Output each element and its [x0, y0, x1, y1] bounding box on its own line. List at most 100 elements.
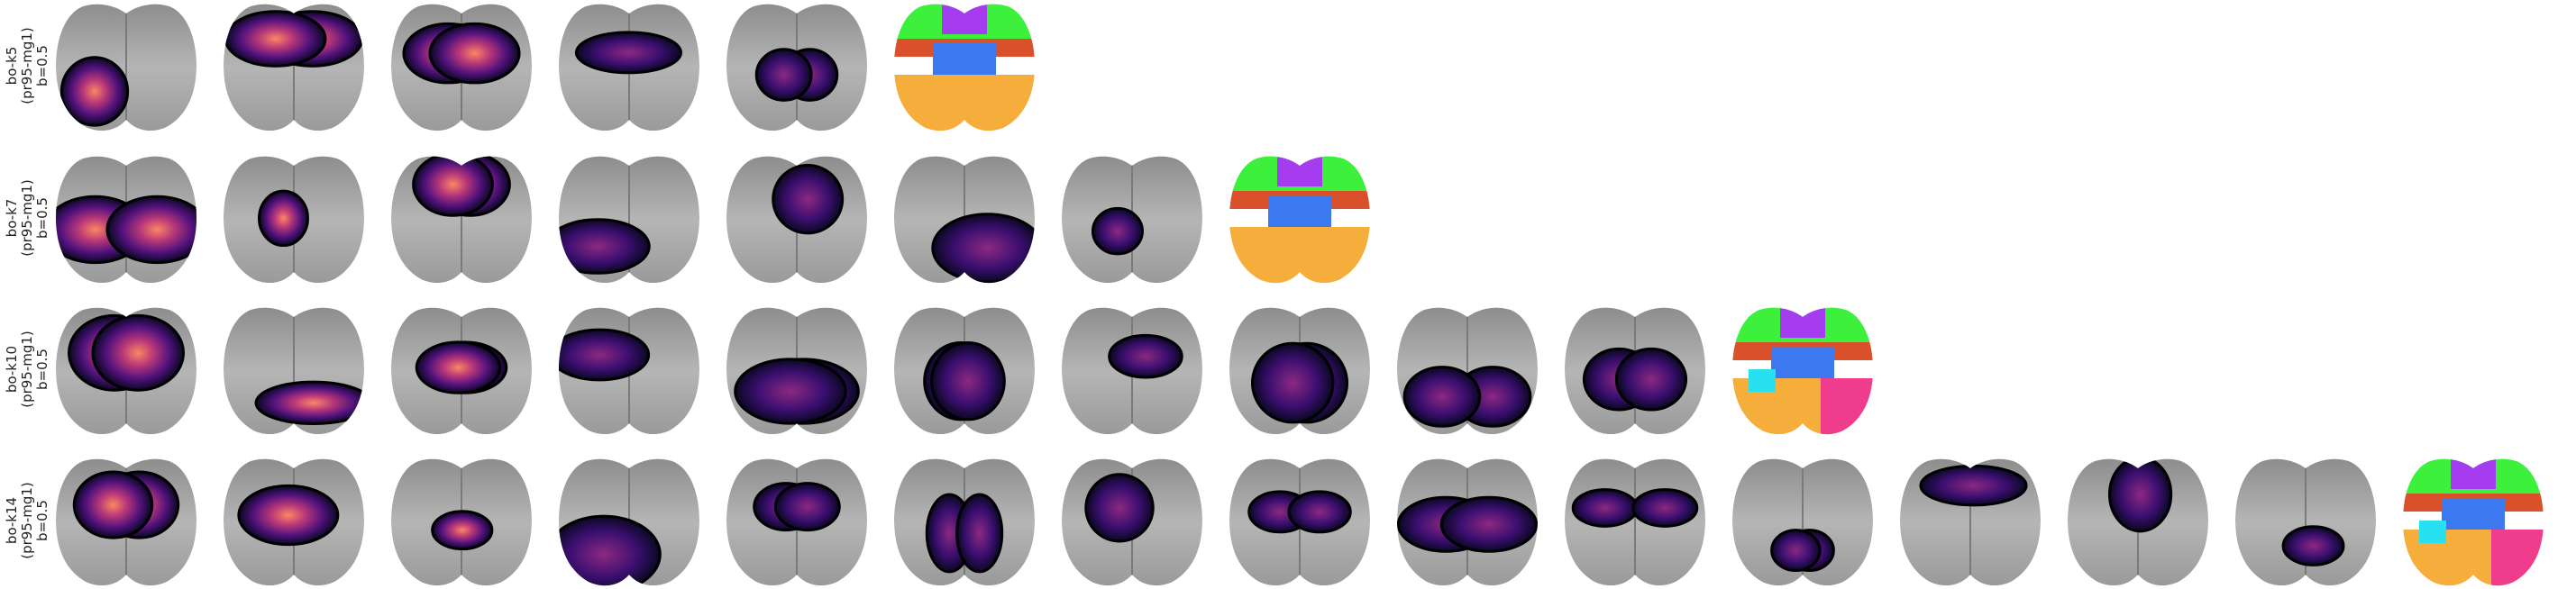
- activation: [734, 358, 847, 425]
- component-map: [56, 156, 196, 284]
- component-map: [2068, 458, 2208, 586]
- activation: [1770, 529, 1822, 573]
- component-map: [224, 458, 364, 586]
- activation: [257, 189, 309, 248]
- row-label-line: b=0.5: [34, 500, 50, 541]
- parcel: [1780, 307, 1825, 338]
- component-map: [1229, 307, 1370, 435]
- parcel: [1277, 156, 1322, 186]
- row-label-line: (pr95-mg1): [19, 482, 35, 559]
- activation: [2107, 458, 2173, 533]
- component-map: [391, 156, 532, 284]
- parcellation-map: [2403, 458, 2544, 586]
- component-map: [894, 458, 1035, 586]
- component-map: [1229, 458, 1370, 586]
- component-map: [1397, 307, 1538, 435]
- activation: [224, 10, 327, 68]
- component-map: [894, 307, 1035, 435]
- parcel: [942, 4, 987, 34]
- parcel: [2451, 458, 2496, 489]
- activation: [1614, 347, 1688, 412]
- activation: [72, 470, 154, 539]
- row-label: bo-k5 (pr95-mg1) b=0.5: [4, 27, 50, 104]
- activation: [237, 484, 340, 547]
- activation: [559, 328, 651, 382]
- parcel: [1229, 227, 1370, 284]
- component-map: [559, 156, 699, 284]
- activation: [1084, 473, 1155, 543]
- component-map: [894, 156, 1035, 284]
- activation: [754, 48, 813, 102]
- activation: [930, 341, 1006, 421]
- parcel: [1268, 195, 1331, 227]
- component-map: [224, 307, 364, 435]
- component-map: [1397, 458, 1538, 586]
- activation: [1571, 488, 1639, 528]
- activation: [955, 493, 1004, 574]
- parcel: [2419, 521, 2446, 543]
- parcellation-map: [1229, 156, 1370, 284]
- component-map: [559, 458, 699, 586]
- component-map: [56, 458, 196, 586]
- component-map: [56, 4, 196, 131]
- row-label: bo-k10 (pr95-mg1) b=0.5: [4, 331, 50, 408]
- component-map: [2235, 458, 2376, 586]
- activation: [574, 31, 682, 75]
- activation: [415, 340, 502, 394]
- activation: [1108, 333, 1183, 379]
- row-label-line: (pr95-mg1): [19, 27, 35, 104]
- activation: [431, 510, 494, 551]
- row-label-line: b=0.5: [34, 45, 50, 86]
- activation: [1631, 488, 1699, 528]
- component-map: [391, 4, 532, 131]
- row-label: bo-k14 (pr95-mg1) b=0.5: [4, 482, 50, 559]
- row-label-line: bo-k14: [4, 497, 20, 544]
- component-map: [559, 307, 699, 435]
- parcel: [1749, 369, 1776, 392]
- activation: [1091, 206, 1144, 256]
- component-map: [1565, 458, 1705, 586]
- parcellation-map: [894, 4, 1035, 131]
- row-label-line: (pr95-mg1): [19, 331, 35, 408]
- activation: [931, 213, 1035, 284]
- activation: [1439, 495, 1538, 553]
- component-map: [726, 458, 867, 586]
- parcel: [2491, 530, 2544, 586]
- activation: [1919, 464, 2028, 507]
- parcel: [933, 43, 996, 75]
- component-map: [391, 458, 532, 586]
- component-map: [1062, 156, 1202, 284]
- activation: [1402, 366, 1482, 428]
- parcel: [1771, 347, 1834, 378]
- activation: [559, 514, 662, 586]
- activation: [772, 163, 845, 235]
- activation: [559, 218, 651, 275]
- component-map: [1062, 307, 1202, 435]
- parcellation-map: [1732, 307, 1873, 435]
- activation: [428, 22, 521, 85]
- row-label: bo-k7 (pr95-mg1) b=0.5: [4, 179, 50, 257]
- row-label-line: bo-k5: [4, 47, 20, 86]
- activation: [1250, 341, 1335, 424]
- activation: [2281, 525, 2345, 566]
- component-map: [56, 307, 196, 435]
- row-label-line: (pr95-mg1): [19, 179, 35, 257]
- parcel: [894, 75, 1035, 131]
- component-map: [1732, 458, 1873, 586]
- component-map: [224, 4, 364, 131]
- activation: [773, 482, 841, 532]
- activation: [412, 156, 494, 217]
- row-label-line: bo-k10: [4, 346, 20, 393]
- row-label-line: b=0.5: [34, 197, 50, 239]
- component-map: [224, 156, 364, 284]
- row-label-line: b=0.5: [34, 349, 50, 390]
- component-map: [1062, 458, 1202, 586]
- activation: [254, 380, 364, 425]
- component-map: [726, 4, 867, 131]
- component-map: [726, 156, 867, 284]
- component-map: [559, 4, 699, 131]
- component-map: [391, 307, 532, 435]
- activation: [105, 195, 196, 265]
